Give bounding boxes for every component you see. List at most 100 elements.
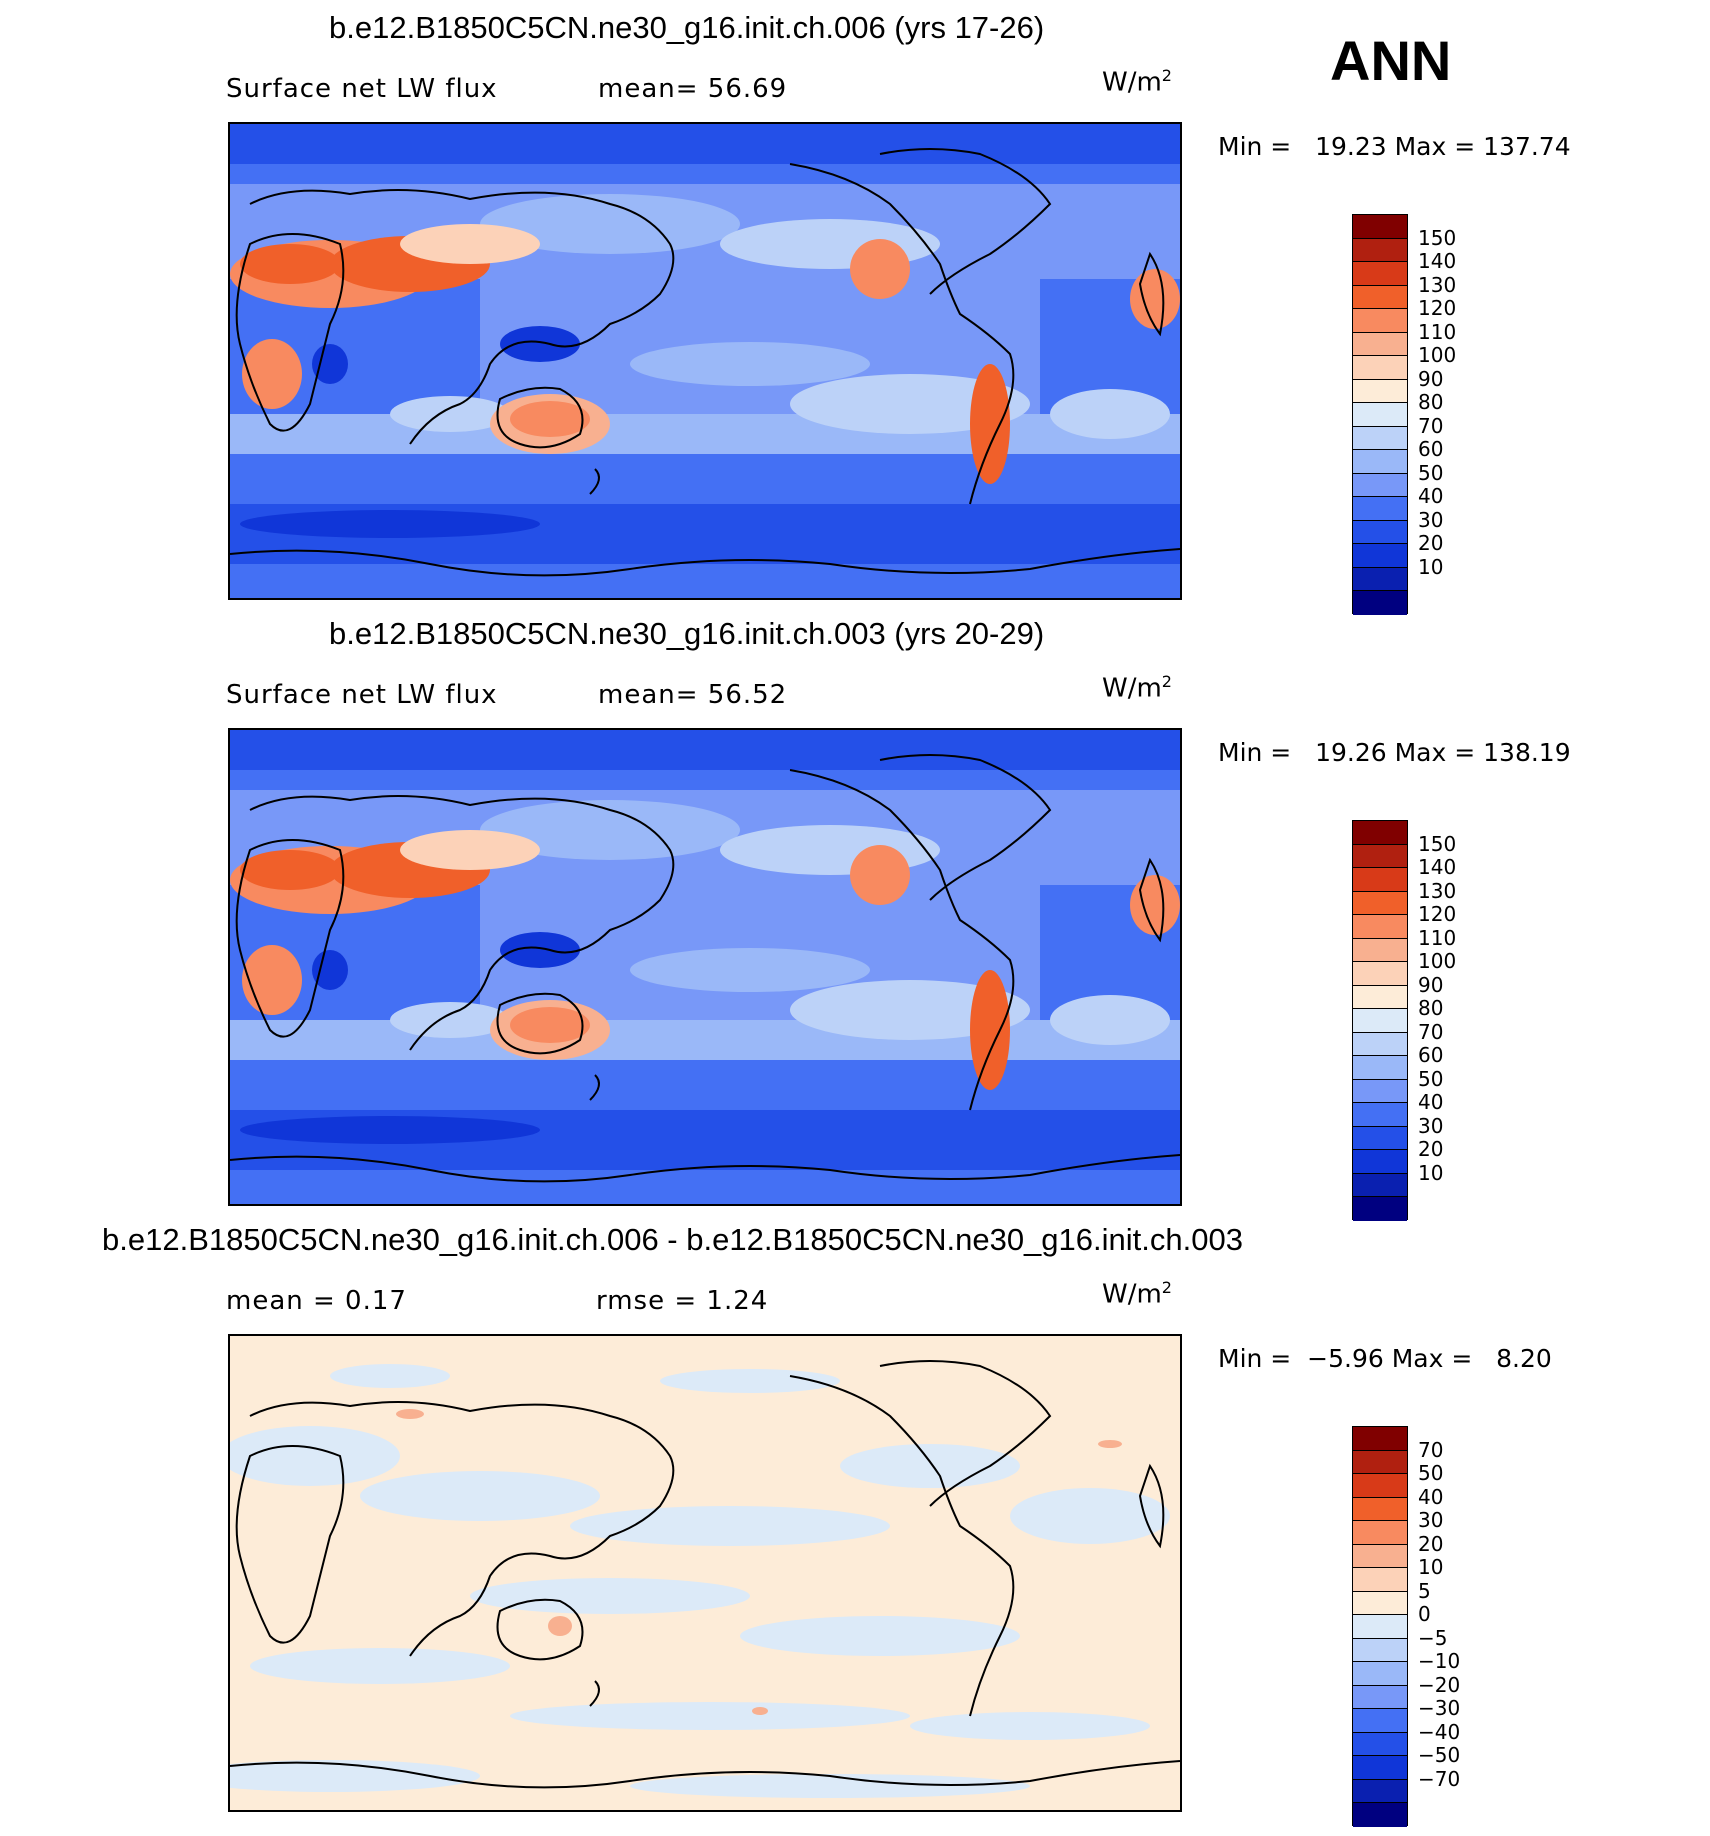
- colorbar-swatch: [1353, 1709, 1407, 1733]
- colorbar-swatch: [1353, 215, 1407, 239]
- colorbar-swatch: [1353, 1638, 1407, 1662]
- colorbar-tick-label: 100: [1418, 949, 1457, 973]
- colorbar-swatch: [1353, 1756, 1407, 1780]
- panel-2-colorbar: [1352, 820, 1408, 1221]
- panel-3-colorbar: [1352, 1426, 1408, 1827]
- colorbar-tick-label: 60: [1418, 1043, 1444, 1067]
- colorbar-swatch: [1353, 985, 1407, 1009]
- colorbar-swatch: [1353, 567, 1407, 591]
- colorbar-swatch: [1353, 1126, 1407, 1150]
- colorbar-tick-label: −10: [1418, 1649, 1461, 1673]
- colorbar-swatch: [1353, 356, 1407, 380]
- colorbar-tick-label: 10: [1418, 1555, 1444, 1579]
- colorbar-swatch: [1353, 1497, 1407, 1521]
- colorbar-tick-label: 150: [1418, 225, 1457, 250]
- colorbar-tick-label: 110: [1418, 925, 1457, 950]
- colorbar-tick-label: 5: [1418, 1578, 1431, 1603]
- colorbar-swatch: [1353, 285, 1407, 309]
- colorbar-tick-label: 60: [1418, 437, 1444, 461]
- colorbar-tick-label: 70: [1418, 1019, 1444, 1044]
- panel-2-mean: mean= 56.52: [598, 680, 788, 710]
- colorbar-tick-label: 120: [1418, 902, 1457, 926]
- colorbar-tick-label: 140: [1418, 249, 1457, 273]
- colorbar-swatch: [1353, 1662, 1407, 1686]
- panel-1-map: [228, 122, 1182, 600]
- colorbar-tick-label: 30: [1418, 1508, 1444, 1532]
- colorbar-tick-label: 140: [1418, 855, 1457, 879]
- colorbar-tick-label: −50: [1418, 1743, 1461, 1767]
- panel-3-rmse: rmse = 1.24: [596, 1286, 769, 1316]
- colorbar-swatch: [1353, 821, 1407, 845]
- colorbar-swatch: [1353, 332, 1407, 356]
- colorbar-swatch: [1353, 450, 1407, 474]
- colorbar-swatch: [1353, 1103, 1407, 1127]
- colorbar-tick-label: 80: [1418, 390, 1444, 414]
- panel-3-title: b.e12.B1850C5CN.ne30_g16.init.ch.006 - b…: [102, 1222, 1243, 1257]
- panel-1-mean: mean= 56.69: [598, 74, 788, 104]
- colorbar-swatch: [1353, 1544, 1407, 1568]
- colorbar-swatch: [1353, 844, 1407, 868]
- colorbar-tick-label: −20: [1418, 1672, 1461, 1697]
- colorbar-tick-label: 20: [1418, 531, 1444, 555]
- colorbar-tick-label: −40: [1418, 1719, 1461, 1744]
- colorbar-tick-label: 40: [1418, 1484, 1444, 1509]
- colorbar-tick-label: 30: [1418, 507, 1444, 532]
- colorbar-swatch: [1353, 497, 1407, 521]
- colorbar-swatch: [1353, 1779, 1407, 1803]
- colorbar-swatch: [1353, 1732, 1407, 1756]
- colorbar-swatch: [1353, 1032, 1407, 1056]
- panel-1-minmax: Min = 19.23 Max = 137.74: [1218, 132, 1571, 161]
- colorbar-tick-label: 30: [1418, 1113, 1444, 1138]
- panel-1-colorbar: [1352, 214, 1408, 615]
- colorbar-swatch: [1353, 403, 1407, 427]
- colorbar-tick-label: 40: [1418, 1090, 1444, 1114]
- colorbar-tick-label: 10: [1418, 554, 1444, 579]
- panel-3-mean: mean = 0.17: [226, 1286, 407, 1316]
- panel-3-unit: W/m2: [1102, 1278, 1172, 1310]
- panel-1-field-label: Surface net LW flux: [226, 74, 498, 104]
- colorbar-tick-label: 70: [1418, 413, 1444, 438]
- colorbar-tick-label: 110: [1418, 319, 1457, 344]
- colorbar-swatch: [1353, 938, 1407, 962]
- colorbar-swatch: [1353, 1474, 1407, 1498]
- panel-2-map: [228, 728, 1182, 1206]
- colorbar-swatch: [1353, 1521, 1407, 1545]
- colorbar-swatch: [1353, 1591, 1407, 1615]
- colorbar-swatch: [1353, 868, 1407, 892]
- colorbar-swatch: [1353, 1685, 1407, 1709]
- colorbar-tick-label: 50: [1418, 1066, 1444, 1091]
- colorbar-tick-label: 80: [1418, 996, 1444, 1020]
- colorbar-tick-label: −30: [1418, 1696, 1461, 1720]
- season-label: ANN: [1330, 29, 1452, 92]
- colorbar-tick-label: 90: [1418, 366, 1444, 391]
- colorbar-swatch: [1353, 1197, 1407, 1221]
- colorbar-swatch: [1353, 1009, 1407, 1033]
- colorbar-swatch: [1353, 1150, 1407, 1174]
- colorbar-swatch: [1353, 1079, 1407, 1103]
- colorbar-swatch: [1353, 426, 1407, 450]
- colorbar-swatch: [1353, 915, 1407, 939]
- colorbar-tick-label: 50: [1418, 460, 1444, 485]
- colorbar-tick-label: 100: [1418, 343, 1457, 367]
- colorbar-swatch: [1353, 262, 1407, 286]
- colorbar-tick-label: 20: [1418, 1137, 1444, 1161]
- colorbar-tick-label: 40: [1418, 484, 1444, 508]
- colorbar-swatch: [1353, 1056, 1407, 1080]
- colorbar-tick-label: 130: [1418, 272, 1457, 297]
- panel-2-unit: W/m2: [1102, 672, 1172, 704]
- colorbar-tick-label: 70: [1418, 1437, 1444, 1462]
- panel-2-minmax: Min = 19.26 Max = 138.19: [1218, 738, 1571, 767]
- colorbar-swatch: [1353, 238, 1407, 262]
- colorbar-tick-label: 150: [1418, 831, 1457, 856]
- panel-2-title: b.e12.B1850C5CN.ne30_g16.init.ch.003 (yr…: [329, 616, 1045, 651]
- colorbar-swatch: [1353, 1568, 1407, 1592]
- colorbar-swatch: [1353, 891, 1407, 915]
- colorbar-swatch: [1353, 1173, 1407, 1197]
- panel-1-unit: W/m2: [1102, 66, 1172, 98]
- colorbar-tick-label: 10: [1418, 1160, 1444, 1185]
- colorbar-swatch: [1353, 962, 1407, 986]
- colorbar-tick-label: 0: [1418, 1602, 1431, 1626]
- colorbar-swatch: [1353, 1450, 1407, 1474]
- panel-2-field-label: Surface net LW flux: [226, 680, 498, 710]
- colorbar-swatch: [1353, 1615, 1407, 1639]
